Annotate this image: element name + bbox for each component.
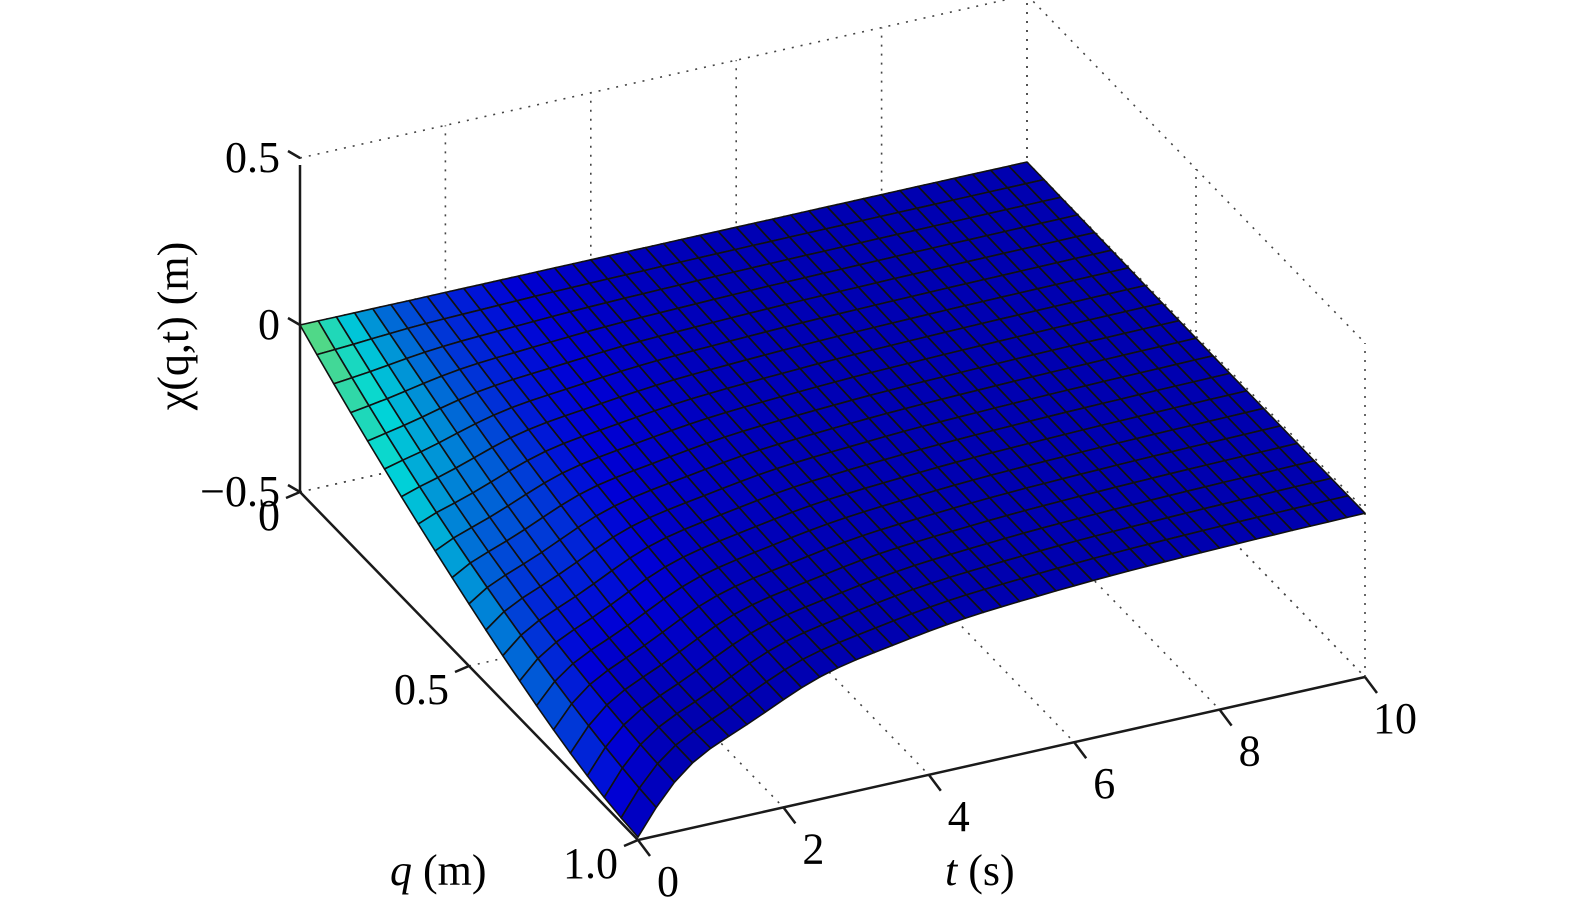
t-tick-label: 10 xyxy=(1373,694,1417,743)
z-axis-title: χ(q,t) (m) xyxy=(149,242,198,412)
t-tick-mark xyxy=(782,806,797,825)
t-tick-label: 8 xyxy=(1239,727,1261,776)
t-tick-mark xyxy=(637,839,651,857)
t-tick-label: 0 xyxy=(657,857,679,906)
grid-line-back-z xyxy=(299,0,1009,159)
z-tick-label: −0.5 xyxy=(200,467,280,516)
z-tick-label: 0.5 xyxy=(225,133,280,182)
z-tick-mark xyxy=(287,316,301,327)
t-tick-mark xyxy=(1218,708,1233,727)
q-tick-mark xyxy=(623,838,639,848)
q-axis-unit: (m) xyxy=(412,846,487,895)
z-tick-mark xyxy=(287,149,301,160)
surface-cell xyxy=(620,787,658,838)
q-tick-mark xyxy=(285,490,301,500)
q-tick-label: 0.5 xyxy=(394,665,449,714)
t-tick-label: 6 xyxy=(1093,759,1115,808)
t-tick-label: 4 xyxy=(948,792,970,841)
q-axis-var: q xyxy=(390,846,412,895)
t-tick-mark xyxy=(1073,741,1088,759)
t-tick-label: 2 xyxy=(802,824,824,873)
t-tick-mark xyxy=(927,774,942,792)
t-axis-var: t xyxy=(945,846,959,895)
t-axis-title: t (s) xyxy=(945,846,1015,895)
tick-marks xyxy=(285,149,1378,857)
z-tick-mark xyxy=(287,483,301,494)
surface-mesh xyxy=(299,161,1366,838)
t-tick-mark xyxy=(1364,676,1378,694)
t-axis-line xyxy=(637,675,1366,842)
q-axis-title: q (m) xyxy=(390,846,487,895)
t-axis-unit: (s) xyxy=(957,846,1014,895)
z-tick-label: 0 xyxy=(258,300,280,349)
q-tick-label: 1.0 xyxy=(563,839,618,888)
q-tick-mark xyxy=(454,664,470,674)
q-tick-label: 0 xyxy=(258,491,280,540)
